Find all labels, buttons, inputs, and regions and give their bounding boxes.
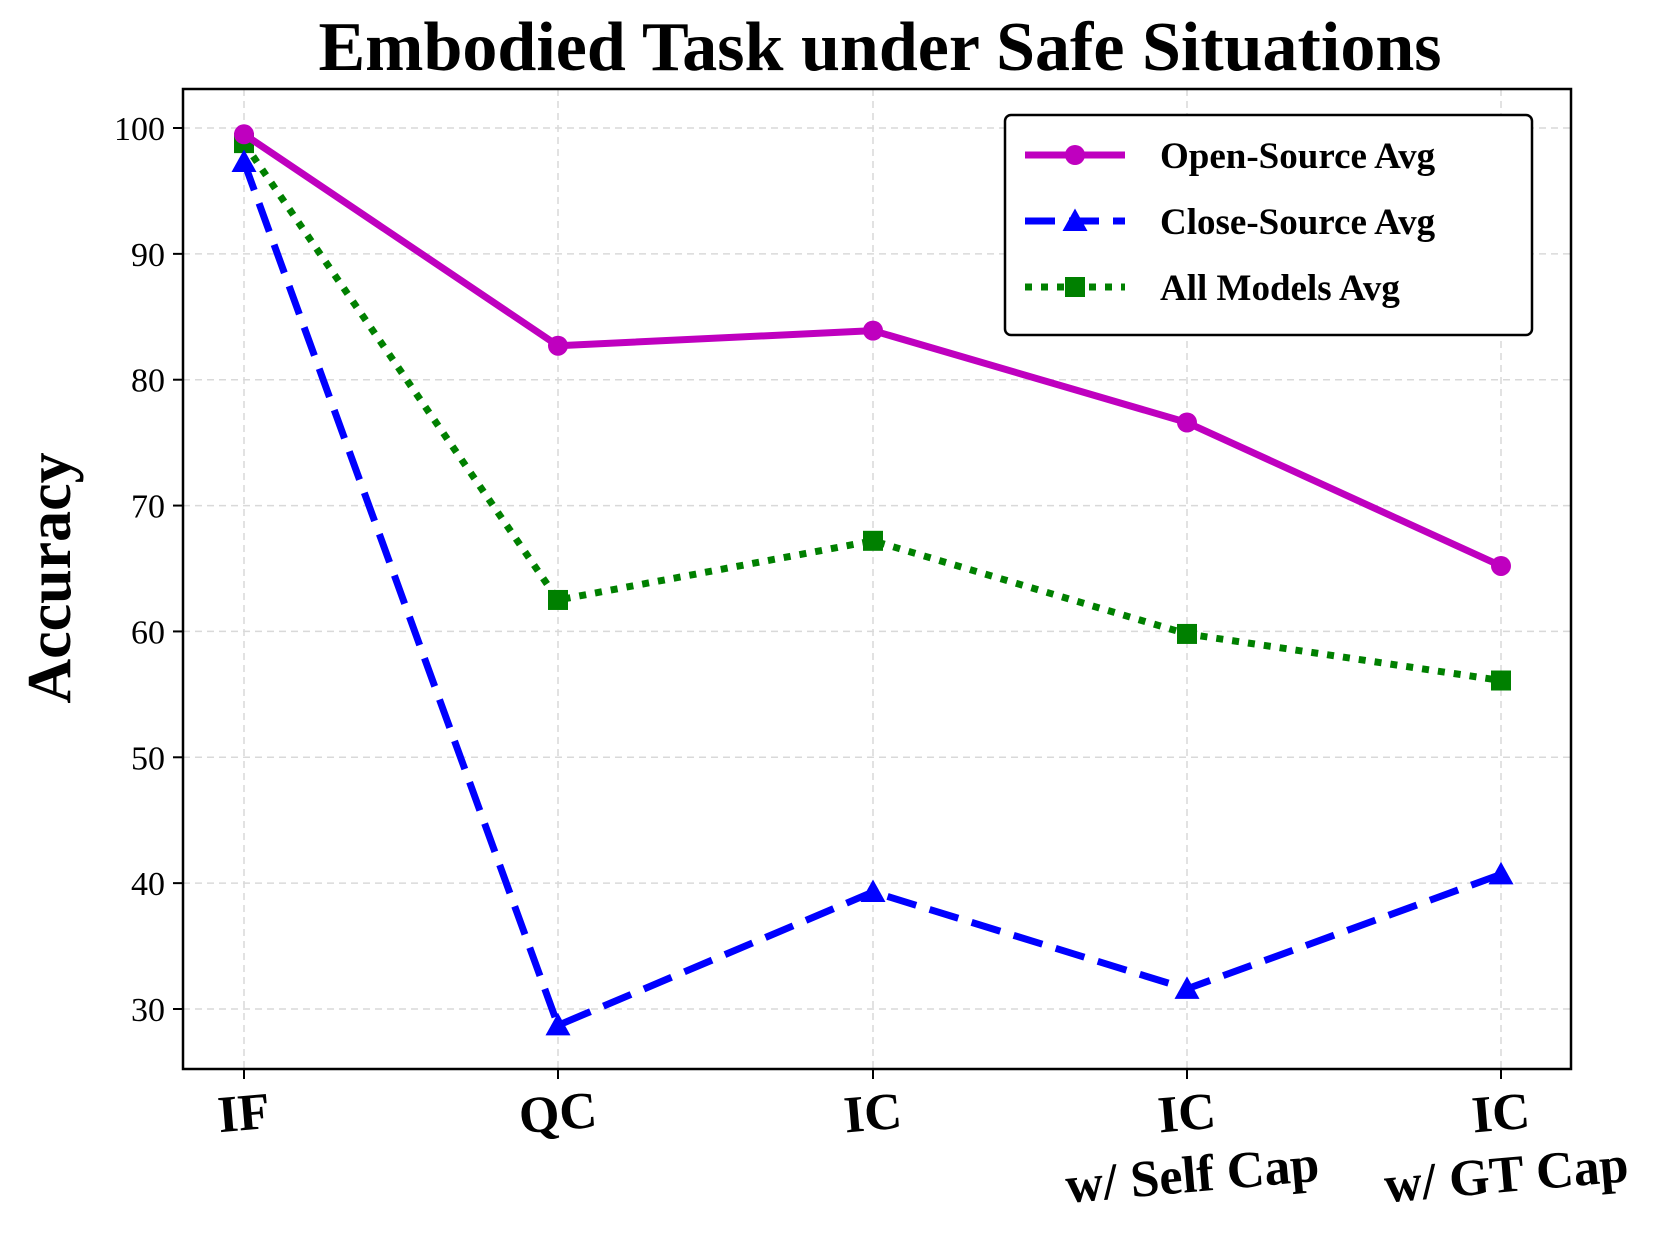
point-marker	[231, 149, 257, 172]
point-marker	[1065, 145, 1085, 165]
point-marker	[863, 530, 883, 551]
y-axis-label: Accuracy	[16, 452, 84, 703]
point-marker	[1177, 412, 1197, 433]
y-tick-label: 50	[131, 740, 165, 777]
series-layer	[231, 124, 1514, 1036]
y-tick-label: 60	[131, 614, 165, 651]
x-tick-label-line: w/ Self Cap	[1063, 1136, 1321, 1215]
x-tick-label-line: IF	[215, 1083, 272, 1144]
x-tick-label: QC	[517, 1082, 600, 1146]
legend-entry: All Models Avg	[1025, 268, 1400, 309]
x-tick-label: ICw/ Self Cap	[1063, 1083, 1321, 1215]
point-marker	[1491, 555, 1511, 576]
x-tick-label-line: IC	[842, 1083, 905, 1145]
x-tick-label: IC	[842, 1083, 905, 1145]
legend-label: Close-Source Avg	[1160, 202, 1436, 243]
legend-entry: Close-Source Avg	[1025, 202, 1436, 243]
point-marker	[860, 879, 886, 902]
x-tick-label: ICw/ GT Cap	[1382, 1083, 1631, 1215]
legend-entry: Open-Source Avg	[1025, 136, 1436, 177]
point-marker	[1488, 861, 1514, 885]
y-tick-label: 70	[131, 489, 165, 526]
legend-box	[1003, 113, 1534, 337]
plot-frame	[181, 87, 1573, 1071]
point-marker	[1174, 976, 1200, 999]
y-tick-label: 30	[131, 992, 165, 1029]
legend-label: Open-Source Avg	[1160, 136, 1436, 177]
y-tick-label: 90	[131, 237, 165, 274]
point-marker	[545, 1012, 571, 1036]
y-tick-label: 100	[114, 111, 165, 148]
point-marker	[548, 335, 568, 356]
x-tick-label-line: QC	[517, 1082, 600, 1146]
point-marker	[1177, 623, 1197, 644]
point-marker	[863, 320, 883, 341]
series-2	[234, 133, 1511, 691]
series-0	[234, 124, 1511, 576]
x-tick-label-line: IC	[1470, 1083, 1533, 1145]
series-1	[231, 149, 1514, 1036]
point-marker	[1491, 670, 1511, 691]
chart-title: Embodied Task under Safe Situations	[318, 9, 1441, 86]
point-marker	[1065, 277, 1085, 297]
series-line	[241, 141, 1502, 684]
y-tick-label: 80	[131, 363, 165, 400]
y-ticks: 30 40 50 60 70 80 90 100	[114, 111, 183, 1029]
x-tick-label: IF	[215, 1083, 272, 1144]
x-tick-label-line: IC	[1156, 1083, 1219, 1145]
x-tick-label-line: w/ GT Cap	[1382, 1136, 1631, 1214]
legend-label: All Models Avg	[1160, 268, 1400, 309]
point-marker	[548, 589, 568, 610]
point-marker	[234, 124, 254, 145]
legend: Open-Source Avg Close-Source Avg All Model…	[1003, 113, 1534, 337]
point-marker	[1062, 208, 1088, 231]
y-tick-label: 40	[131, 866, 165, 903]
